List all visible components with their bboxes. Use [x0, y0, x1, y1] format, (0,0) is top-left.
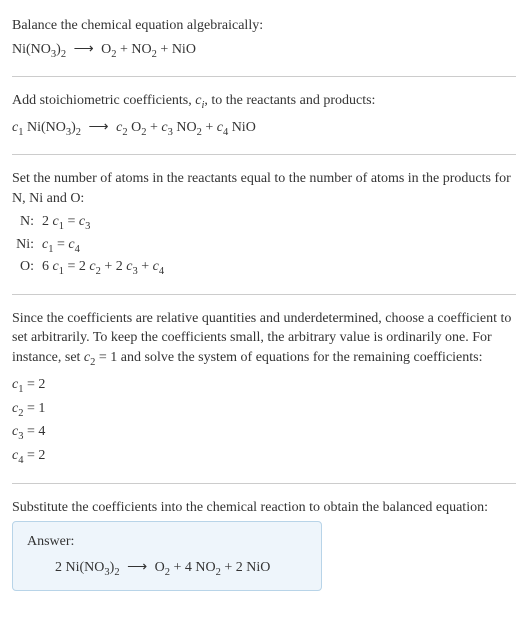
line-c3: c3 = 4: [12, 421, 516, 445]
plus1: + 4 NO: [170, 560, 216, 575]
intro-text: Balance the chemical equation algebraica…: [12, 16, 516, 36]
element-table: N: 2 c1 = c3 Ni: c1 = c4 O: 6 c1 = 2 c2 …: [12, 212, 164, 279]
eq-n: 2 c1 = c3: [42, 212, 164, 234]
label-ni: Ni:: [12, 235, 42, 257]
rhs1: O: [155, 560, 165, 575]
val: = 2: [23, 377, 45, 392]
section-balance-intro: Balance the chemical equation algebraica…: [12, 8, 516, 70]
row-ni: Ni: c1 = c4: [12, 235, 164, 257]
unbalanced-equation: Ni(NO3)2 ⟶ O2 + NO2 + NiO: [12, 40, 516, 62]
lhs: 2 Ni(NO: [55, 560, 104, 575]
label-n: N:: [12, 212, 42, 234]
divider: [12, 154, 516, 155]
section-stoichiometric: Add stoichiometric coefficients, ci, to …: [12, 83, 516, 148]
eq: =: [64, 214, 79, 229]
val: = 4: [23, 424, 45, 439]
pre: 6: [42, 259, 53, 274]
lhs-sub2: 2: [61, 48, 66, 59]
rhs3: NiO: [172, 42, 196, 57]
line-c1: c1 = 2: [12, 374, 516, 398]
sp1-sub2: 2: [76, 126, 81, 137]
answer-box: Answer: 2 Ni(NO3)2 ⟶ O2 + 4 NO2 + 2 NiO: [12, 521, 322, 591]
section-substitute: Substitute the coefficients into the che…: [12, 490, 516, 600]
rhs2: NO: [131, 42, 151, 57]
val: = 2: [23, 448, 45, 463]
divider: [12, 294, 516, 295]
plus1: +: [117, 42, 132, 57]
line-c4: c4 = 2: [12, 445, 516, 469]
rhs1: O: [101, 42, 111, 57]
intro-a: Add stoichiometric coefficients,: [12, 93, 195, 108]
lhs-sub2: 2: [114, 567, 119, 578]
line-c2: c2 = 1: [12, 398, 516, 422]
pre: 2: [42, 214, 53, 229]
plus2: +: [138, 259, 153, 274]
c4-sub: 4: [75, 244, 80, 255]
arrow-icon: ⟶: [74, 42, 94, 57]
coefficient-equation: c1 Ni(NO3)2 ⟶ c2 O2 + c3 NO2 + c4 NiO: [12, 118, 516, 140]
intro-text: Since the coefficients are relative quan…: [12, 309, 516, 371]
arrow-icon: ⟶: [89, 120, 109, 135]
plus1: +: [146, 120, 161, 135]
intro-b: , to the reactants and products:: [204, 93, 375, 108]
balanced-equation: 2 Ni(NO3)2 ⟶ O2 + 4 NO2 + 2 NiO: [27, 558, 307, 580]
answer-label: Answer:: [27, 532, 307, 552]
intro-text: Add stoichiometric coefficients, ci, to …: [12, 91, 516, 113]
lhs-compound: Ni(NO: [12, 42, 51, 57]
divider: [12, 76, 516, 77]
intro-text: Set the number of atoms in the reactants…: [12, 169, 516, 208]
divider: [12, 483, 516, 484]
sp2: O: [128, 120, 142, 135]
sp1: Ni(NO: [23, 120, 65, 135]
plus2: + 2 NiO: [221, 560, 271, 575]
c3-sub: 3: [85, 221, 90, 232]
arrow-icon: ⟶: [127, 560, 147, 575]
eq-ni: c1 = c4: [42, 235, 164, 257]
eq-o: 6 c1 = 2 c2 + 2 c3 + c4: [42, 257, 164, 279]
coefficient-list: c1 = 2 c2 = 1 c3 = 4 c4 = 2: [12, 374, 516, 468]
c4-sub: 4: [159, 266, 164, 277]
plus2: +: [157, 42, 172, 57]
eq: = 2: [64, 259, 89, 274]
section-solve: Since the coefficients are relative quan…: [12, 301, 516, 477]
plus2: +: [202, 120, 217, 135]
row-n: N: 2 c1 = c3: [12, 212, 164, 234]
eq: =: [53, 237, 68, 252]
row-o: O: 6 c1 = 2 c2 + 2 c3 + c4: [12, 257, 164, 279]
val: = 1: [23, 401, 45, 416]
intro-text: Substitute the coefficients into the che…: [12, 498, 516, 518]
intro-b: = 1 and solve the system of equations fo…: [95, 350, 482, 365]
sp3: NO: [173, 120, 197, 135]
sp4: NiO: [228, 120, 256, 135]
label-o: O:: [12, 257, 42, 279]
plus1: + 2: [101, 259, 126, 274]
section-atom-balance: Set the number of atoms in the reactants…: [12, 161, 516, 288]
